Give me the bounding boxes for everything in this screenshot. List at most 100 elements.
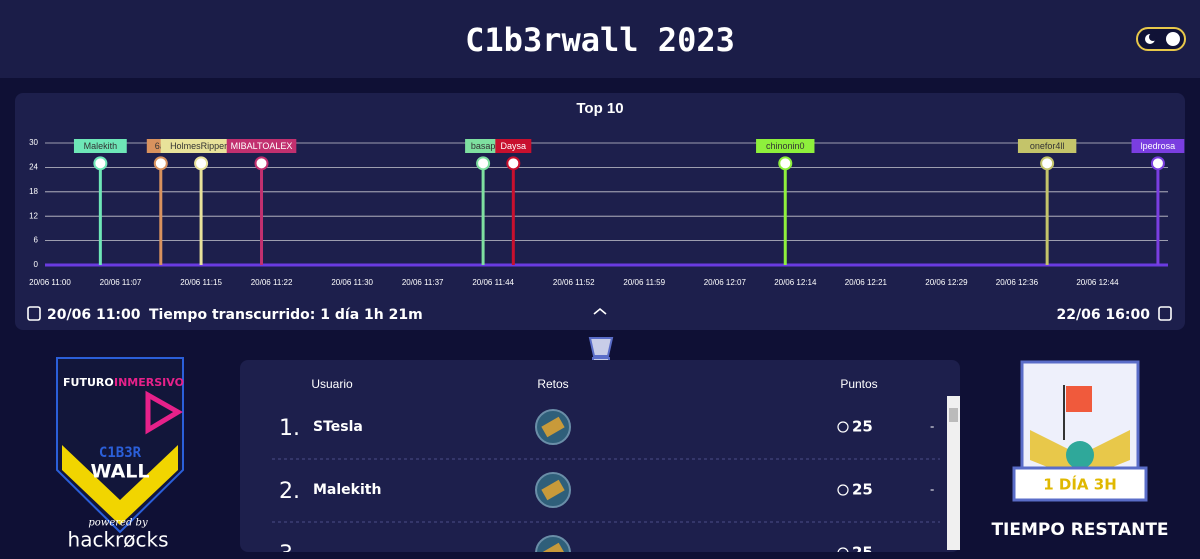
challenge-icon — [535, 535, 571, 552]
moon-cut — [1149, 33, 1157, 41]
logo-name2: WALL — [90, 461, 149, 483]
logo-play — [145, 390, 183, 435]
point-label: lpedrosa — [1141, 141, 1176, 151]
calendar-icon — [1158, 306, 1172, 321]
challenge-icon-detail — [541, 416, 565, 438]
logo-brand: hackrøcks — [68, 528, 169, 552]
x-tick-label: 20/06 11:59 — [623, 278, 665, 287]
point-label-box — [756, 139, 815, 153]
row-extra: - — [930, 420, 934, 434]
x-tick-label: 20/06 11:37 — [402, 278, 444, 287]
x-tick-label: 20/06 11:30 — [331, 278, 373, 287]
page-title: C1b3rwall 2023 — [465, 21, 735, 59]
end-date: 22/06 16:00 — [1056, 307, 1150, 323]
calendar-icon — [27, 306, 41, 321]
logo-name1: C1B3R — [99, 445, 142, 461]
column-header: Puntos — [840, 377, 877, 391]
point-label-box — [495, 139, 532, 153]
point-label: Daysa — [501, 141, 527, 151]
points-icon — [837, 421, 849, 433]
rank: 2. — [279, 479, 300, 504]
x-tick-label: 20/06 12:07 — [704, 278, 747, 287]
logo-powered: powered by — [88, 518, 148, 529]
chart: 0 6 12 18 24 30 20/06 11:00 20/06 11:07 20/06 11… — [29, 138, 1185, 287]
point-label-box — [226, 139, 297, 153]
logo-top: FUTURO — [63, 376, 114, 389]
y-tick-label: 0 — [34, 260, 39, 269]
timeline-bar: 20/06 11:00 Tiempo transcurrido: 1 día 1… — [27, 306, 1172, 323]
logo-stripe — [62, 445, 178, 525]
lollipop-head — [194, 156, 209, 171]
username: Malekith — [313, 482, 381, 498]
chart-panel — [15, 93, 1185, 330]
point-label: basap — [471, 141, 496, 151]
point-label-box — [73, 139, 127, 153]
cyberwall-logo: FUTURO INMERSIVO C1B3R WALL powered by h… — [56, 357, 184, 552]
lollipop-head — [93, 156, 108, 171]
lollipop-head — [153, 156, 168, 171]
x-tick-label: 20/06 11:22 — [251, 278, 293, 287]
points: 25 — [852, 544, 873, 559]
point-label: HolmesRipper3 — [170, 141, 232, 151]
challenge-icon-detail — [541, 542, 565, 552]
points: 25 — [852, 418, 873, 436]
column-header: Usuario — [311, 377, 353, 391]
x-tick-label: 20/06 12:14 — [774, 278, 817, 287]
rank: 3. — [279, 542, 300, 559]
countdown-box — [1012, 466, 1148, 502]
points: 25 — [852, 481, 873, 499]
flag — [1066, 386, 1092, 412]
point-label: MIBALTOALEX — [231, 141, 293, 151]
points-icon — [837, 484, 849, 496]
column-header: Retos — [537, 377, 568, 391]
scroll-track[interactable] — [947, 396, 960, 550]
row-extra: - — [930, 483, 934, 497]
toggle-knob[interactable] — [1166, 32, 1180, 46]
collapse-toggle[interactable] — [593, 307, 607, 315]
lollipop-head — [1040, 156, 1055, 171]
scroll-thumb[interactable] — [949, 408, 958, 422]
countdown-value: 1 DÍA 3H — [1043, 475, 1117, 494]
x-tick-label: 20/06 12:36 — [996, 278, 1039, 287]
header-bar — [0, 0, 1200, 78]
countdown-label: TIEMPO RESTANTE — [991, 520, 1168, 540]
challenge-icon-detail — [541, 479, 565, 501]
x-tick-label: 20/06 11:15 — [180, 278, 222, 287]
x-tick-label: 20/06 12:44 — [1076, 278, 1119, 287]
point-label-box — [160, 139, 242, 153]
theme-toggle[interactable] — [1136, 27, 1186, 51]
logo-top-accent: INMERSIVO — [114, 376, 184, 389]
trophy-cup — [588, 337, 614, 357]
point-label-box — [1131, 139, 1185, 153]
lollipop-head — [1150, 156, 1165, 171]
y-tick-label: 24 — [29, 163, 38, 172]
rank: 1. — [279, 416, 300, 441]
chart-title: Top 10 — [576, 100, 623, 117]
x-tick-label: 20/06 11:00 — [29, 278, 71, 287]
x-tick-label: 20/06 11:44 — [472, 278, 514, 287]
point-label: Malekith — [84, 141, 118, 151]
lollipop-head — [778, 156, 793, 171]
ranking-panel — [240, 360, 960, 552]
points-icon — [837, 547, 849, 552]
countdown-badge: 1 DÍA 3H TIEMPO RESTANTE — [991, 360, 1169, 540]
lollipop-head — [254, 156, 269, 171]
y-tick-label: 30 — [29, 138, 38, 147]
y-tick-label: 6 — [34, 236, 39, 245]
scrollbar[interactable] — [947, 396, 960, 550]
point-label: chinonin0 — [766, 141, 805, 151]
x-tick-label: 20/06 12:21 — [845, 278, 888, 287]
lollipop-head — [476, 156, 491, 171]
x-tick-label: 20/06 11:07 — [100, 278, 142, 287]
point-label: onefor4ll — [1030, 141, 1065, 151]
start-date: 20/06 11:00 — [47, 307, 141, 323]
ranking-rows: 1. STesla 25 - 2. Malekith 25 - 3. 25 — [272, 409, 940, 559]
username: STesla — [313, 419, 363, 435]
y-tick-label: 18 — [29, 187, 38, 196]
x-tick-label: 20/06 11:52 — [553, 278, 595, 287]
y-tick-label: 12 — [29, 211, 38, 220]
x-tick-label: 20/06 12:29 — [925, 278, 968, 287]
point-label-box — [465, 139, 502, 153]
